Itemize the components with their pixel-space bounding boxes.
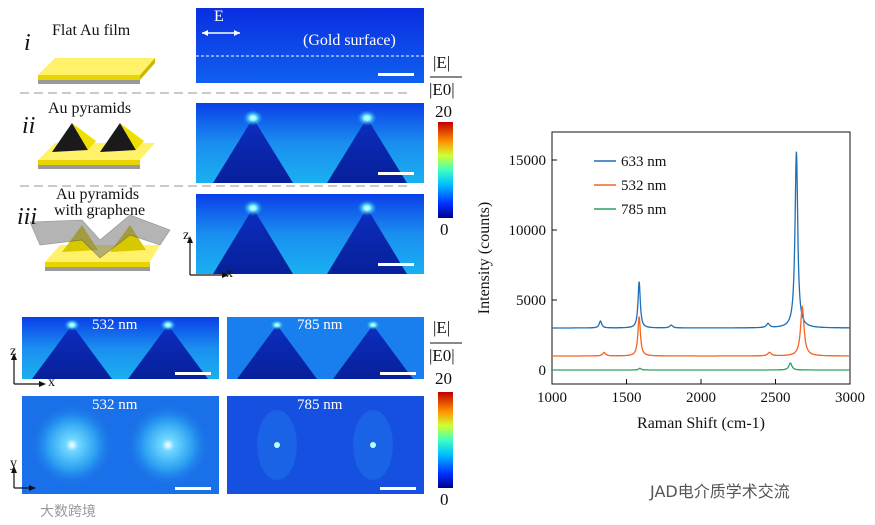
colorbar-bottom-numerator: |E| — [433, 318, 451, 337]
scale-bar — [378, 172, 414, 175]
axis-y-bottom: y — [10, 456, 17, 471]
panel-ii-label: Au pyramids — [48, 100, 132, 117]
side-map-532 — [22, 317, 219, 379]
side-map-785 — [227, 317, 424, 379]
panel-iii-numeral: iii — [17, 204, 38, 230]
series-line-785-nm — [552, 362, 850, 371]
colorbar-bottom-denominator: |E0| — [429, 346, 455, 365]
x-tick-label: 1000 — [537, 390, 567, 406]
x-axis-label: Raman Shift (cm-1) — [637, 415, 765, 432]
x-tick-label: 2500 — [761, 390, 791, 406]
panel-ii-numeral: ii — [22, 113, 36, 139]
top-map-785 — [227, 396, 424, 494]
y-tick-label: 15000 — [509, 153, 547, 169]
watermark-text: JAD电介质学术交流 — [650, 482, 790, 501]
colorbar-top-denominator: |E0| — [429, 80, 455, 99]
raman-chart: 1000 1500 2000 2500 3000 0 5000 10000 15000 633 … — [476, 131, 865, 432]
axis-z-top: z — [183, 228, 190, 243]
watermark-corner: 大数跨境 — [40, 504, 96, 520]
panel-iii-label-1: Au pyramids — [56, 186, 140, 203]
flat-au-film-schematic — [38, 58, 155, 84]
x-tick-label: 2000 — [686, 390, 716, 406]
series-line-633-nm — [552, 151, 850, 329]
gold-surface-label: (Gold surface) — [303, 32, 396, 49]
au-pyramids-graphene-schematic — [29, 214, 171, 271]
axes-indicator-top — [187, 236, 229, 278]
y-axis-label: Intensity (counts) — [476, 202, 493, 314]
y-tick-label: 10000 — [509, 223, 547, 239]
panel-i-label: Flat Au film — [52, 22, 131, 39]
colorbar-top-min: 0 — [440, 220, 449, 239]
axis-x-bottom: x — [48, 375, 55, 390]
panel-iii-label-2: with graphene — [54, 202, 146, 219]
x-tick-label: 1500 — [612, 390, 642, 406]
label-top-785: 785 nm — [297, 397, 343, 413]
label-side-785: 785 nm — [297, 317, 343, 333]
colorbar-bottom — [438, 392, 453, 488]
top-map-532 — [22, 396, 219, 494]
series-line-532-nm — [552, 304, 850, 357]
colorbar-bottom-max: 20 — [435, 369, 452, 388]
label-side-532: 532 nm — [92, 317, 138, 333]
panel-i-numeral: i — [24, 30, 31, 56]
legend-label: 633 nm — [621, 154, 667, 170]
colorbar-bottom-min: 0 — [440, 490, 449, 509]
x-tick-label: 3000 — [835, 390, 865, 406]
axis-z-bottom: z — [10, 344, 17, 359]
e-field-label: E — [214, 8, 224, 25]
scale-bar — [378, 263, 414, 266]
legend-label: 532 nm — [621, 178, 667, 194]
axis-x-top: x — [226, 266, 233, 281]
scale-bar — [378, 73, 414, 76]
colorbar-top-numerator: |E| — [433, 53, 451, 72]
field-map-pyramids-graphene — [196, 194, 424, 274]
legend-label: 785 nm — [621, 202, 667, 218]
y-tick-label: 0 — [539, 363, 547, 379]
colorbar-top — [438, 122, 453, 218]
field-map-pyramids — [196, 103, 424, 183]
axes-indicator-bottom — [11, 353, 46, 491]
label-top-532: 532 nm — [92, 397, 138, 413]
colorbar-top-max: 20 — [435, 102, 452, 121]
plot-frame — [551, 131, 851, 385]
au-pyramids-schematic — [38, 123, 155, 169]
field-map-flat — [196, 8, 424, 83]
y-tick-label: 5000 — [516, 293, 546, 309]
